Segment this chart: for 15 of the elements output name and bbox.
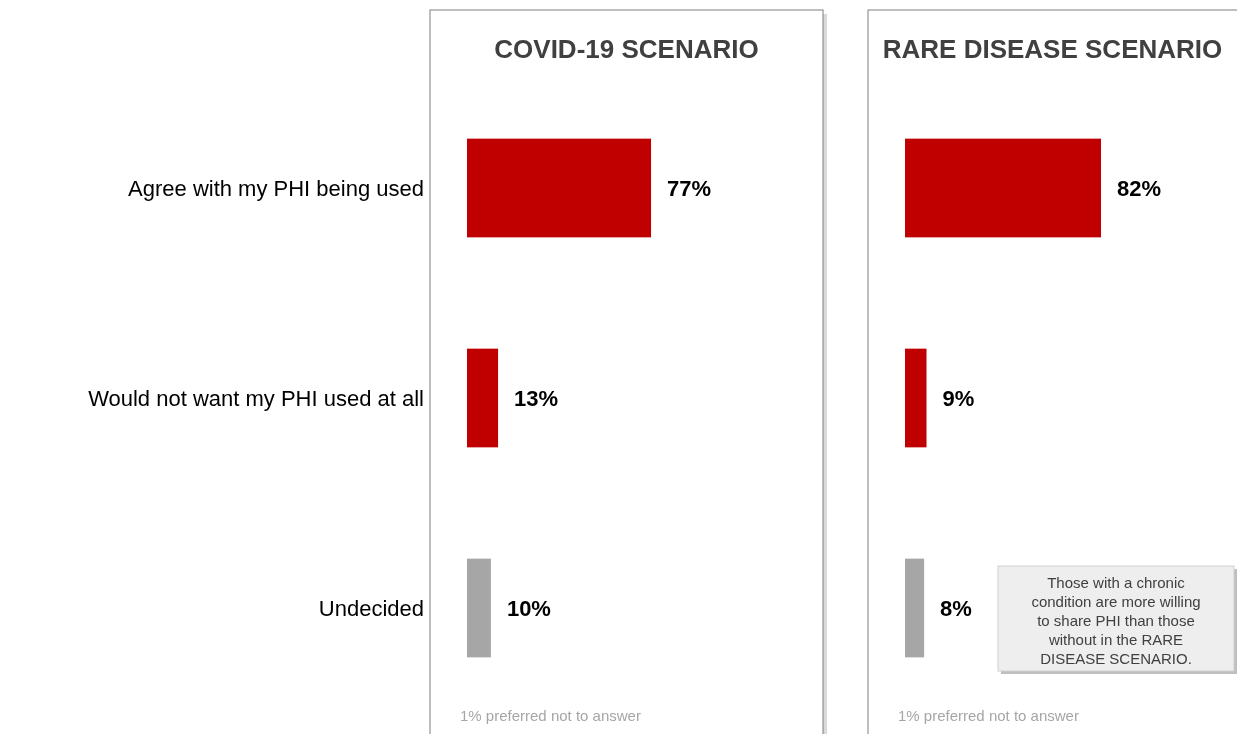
data-label: 13% — [514, 385, 559, 411]
chart-title: COVID-19 SCENARIO — [494, 34, 759, 64]
data-label: 9% — [942, 385, 975, 411]
data-label: 77% — [667, 175, 712, 201]
data-label: 82% — [1117, 175, 1162, 201]
data-label: 8% — [940, 595, 972, 621]
y-tick-label: Would not want my PHI used at all — [88, 385, 424, 411]
annotation: 1% preferred not to answer — [460, 707, 641, 724]
chart-title: RARE DISEASE SCENARIO — [882, 34, 1223, 64]
y-tick-label: Agree with my PHI being used — [128, 175, 424, 201]
annotation: Those with a chronic condition are more willing to share PHI than those without in the RARE DISEASE SCENARIO. — [1031, 574, 1201, 667]
note-box: Those with a chronic condition are more willing to share PHI than those without in the RARE DISEASE SCENARIO. — [997, 565, 1237, 674]
y-tick-label: Undecided — [318, 595, 424, 621]
data-label: 10% — [506, 595, 551, 621]
annotation: 1% preferred not to answer — [898, 707, 1079, 724]
